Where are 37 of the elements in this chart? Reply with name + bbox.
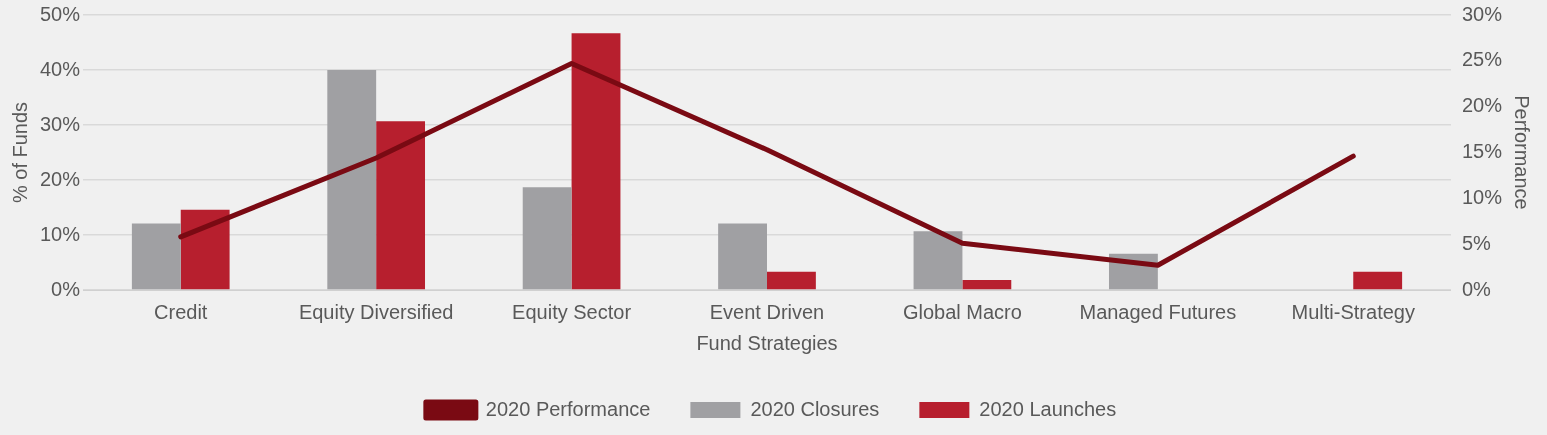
bar (131, 223, 181, 290)
y-tick-label: 30% (40, 112, 81, 135)
y2-tick-label: 10% (1461, 185, 1503, 208)
x-tick-label: Credit (154, 300, 208, 323)
legend-label: 2020 Closures (750, 397, 880, 420)
bar (718, 223, 767, 290)
x-tick-label: Event Driven (709, 300, 825, 323)
y-tick-label: 40% (40, 57, 81, 80)
y-tick-label: 50% (40, 2, 81, 25)
bar (180, 209, 230, 290)
y2-tick-label: 5% (1461, 231, 1492, 254)
y-tick-label: 10% (40, 222, 81, 245)
y-axis-title: % of Funds (8, 101, 31, 204)
legend-label: 2020 Launches (979, 397, 1117, 420)
y-tick-label: 0% (51, 277, 81, 300)
bar (767, 271, 816, 290)
x-tick-label: Global Macro (902, 300, 1022, 323)
x-tick-label: Equity Sector (512, 300, 632, 323)
y2-tick-label: 25% (1461, 48, 1503, 71)
y2-tick-label: 20% (1461, 94, 1503, 117)
y2-tick-label: 15% (1461, 140, 1503, 163)
x-tick-label: Multi-Strategy (1291, 300, 1415, 323)
y-tick-label: 20% (40, 167, 81, 190)
x-axis-title: Fund Strategies (696, 331, 838, 354)
y2-tick-label: 30% (1461, 2, 1503, 25)
bar (327, 70, 377, 290)
bar (571, 33, 621, 290)
x-tick-label: Managed Futures (1079, 300, 1237, 323)
y2-axis-title: Performance (1511, 95, 1534, 210)
x-tick-label: Equity Diversified (298, 300, 454, 323)
bar (1353, 271, 1403, 290)
bar (376, 121, 426, 290)
bar (962, 280, 1012, 290)
legend-label: 2020 Performance (485, 397, 651, 420)
bar (522, 187, 572, 290)
bar (913, 231, 963, 290)
y2-tick-label: 0% (1461, 277, 1492, 300)
